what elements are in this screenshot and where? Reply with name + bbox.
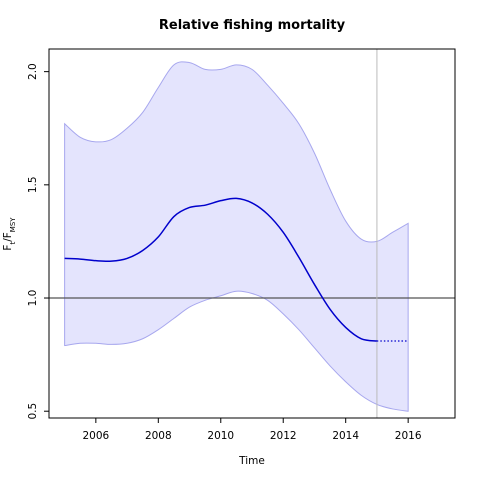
- x-axis-label: Time: [238, 455, 265, 467]
- x-tick-label: 2014: [332, 430, 359, 442]
- y-label-sub2: MSY: [9, 217, 17, 232]
- y-tick-label: 1.5: [27, 176, 39, 193]
- y-tick-label: 2.0: [27, 63, 39, 80]
- confidence-band: [64, 61, 409, 412]
- x-tick-label: 2006: [82, 430, 109, 442]
- y-label-sub1: t: [9, 242, 17, 245]
- x-tick-label: 2008: [145, 430, 172, 442]
- estimate-line: [64, 197, 378, 342]
- plot-area: [49, 49, 455, 418]
- chart-title: Relative fishing mortality: [159, 18, 346, 33]
- x-axis: 2006 2008 2010 2012 2014 2016: [82, 418, 422, 442]
- y-axis: 0.5 1.0 1.5 2.0: [27, 63, 49, 420]
- x-tick-label: 2010: [207, 430, 234, 442]
- x-tick-label: 2012: [270, 430, 297, 442]
- y-label-slash: /F: [2, 232, 14, 242]
- x-tick-label: 2016: [395, 430, 422, 442]
- y-tick-label: 1.0: [27, 290, 39, 307]
- y-tick-label: 0.5: [27, 403, 39, 420]
- y-axis-label: Ft/FMSY: [2, 217, 17, 251]
- y-label-base: F: [2, 245, 14, 251]
- plot-frame: [48, 48, 456, 419]
